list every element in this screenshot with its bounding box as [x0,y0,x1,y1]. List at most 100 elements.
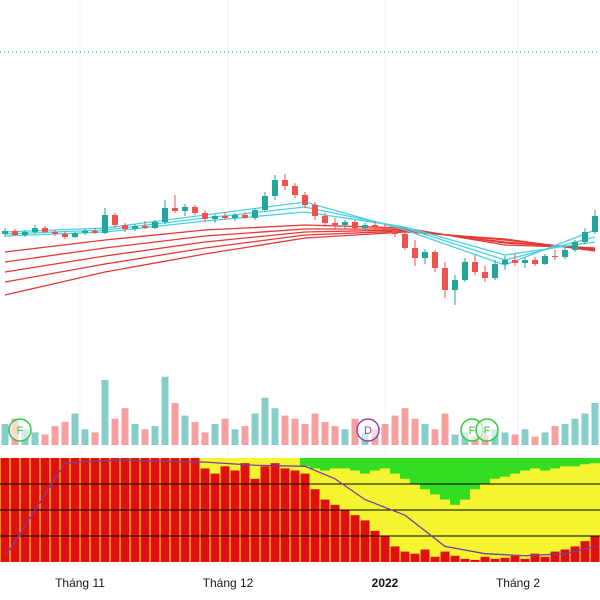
indicator-low-bar [280,468,290,562]
indicator-high-bar [330,458,340,469]
indicator-low-bar [350,515,360,562]
indicator-high-bar [440,458,450,500]
candle-body [582,232,588,242]
indicator-low-bar [580,541,590,562]
volume-bar [271,408,279,445]
candle-body [332,223,338,225]
volume-bar [531,436,539,445]
indicator-line [4,459,596,558]
candle-body [552,256,558,257]
volume-bar [561,424,569,445]
volume-bar [311,413,319,445]
volume-bar [301,424,309,445]
volume-bar [91,432,99,445]
indicator-low-bar [550,551,560,562]
volume-bar [31,432,39,445]
volume-bar [331,426,339,445]
candle-body [102,215,108,233]
indicator-low-bar [560,549,570,562]
indicator-high-bar [370,458,380,471]
candle-body [162,208,168,222]
candle-body [302,195,308,205]
volume-bar [1,424,9,445]
candle-body [122,225,128,229]
indicator-high-bar [380,458,390,469]
indicator-low-bar [400,551,410,562]
candle-body [22,232,28,235]
candle-body [502,260,508,264]
candle-body [202,213,208,219]
volume-bar [211,424,219,445]
candle-body [532,260,538,264]
candle-body [312,205,318,216]
moving-average [4,229,596,273]
volume-bar [51,426,59,445]
indicator-low-bar [220,466,230,562]
candle-body [292,186,298,195]
marker-label: F [17,425,24,437]
moving-average [4,224,596,253]
candle-body [92,231,98,233]
indicator-low-bar [470,559,480,562]
volume-bar [101,379,109,445]
volume-bar [191,421,199,445]
indicator-high-bar [500,458,510,477]
indicator-high-bar [400,458,410,479]
volume-bar [571,418,579,445]
x-tick-label: Tháng 12 [203,576,254,590]
indicator-low-bar [210,473,220,562]
candle-body [272,180,278,196]
indicator-low-bar [290,470,300,562]
moving-average [4,201,596,266]
indicator-low-bar [440,551,450,562]
indicator-low-bar [300,473,310,562]
indicator-high-bar [430,458,440,495]
indicator-high-bar [450,458,460,505]
marker [475,418,499,442]
indicator-low-bar [270,463,280,562]
candle-body [592,216,598,232]
volume-bar [451,434,459,445]
indicator-high-bar [550,458,560,469]
candle-body [472,262,478,272]
volume-bar [121,408,129,445]
indicator-low-bar [380,536,390,562]
indicator-low-bar [480,556,490,562]
indicator-high-bar [570,458,580,467]
candle-body [32,228,38,232]
volume-bar [71,413,79,445]
indicator-low-bar [540,556,550,562]
volume-bar [221,418,229,445]
indicator-low-bar [230,470,240,562]
volume-bar [41,434,49,445]
indicator-low-bar [420,549,430,562]
candle-body [522,260,528,263]
moving-average [4,228,596,263]
indicator-low-bar [240,463,250,562]
marker-label: F [469,425,476,437]
indicator-low-bar [310,489,320,562]
volume-bar [131,424,139,445]
indicator-high-bar [350,458,360,471]
volume-bar [421,424,429,445]
candle-body [342,222,348,225]
volume-bar [521,429,529,445]
candle-body [402,234,408,248]
candle-body [372,225,378,227]
indicator-low-bar [260,466,270,562]
indicator-high-bar [510,458,520,474]
indicator-high-bar [530,458,540,469]
indicator-low-bar [250,478,260,562]
candle-body [12,231,18,235]
candle-body [252,210,258,218]
indicator-low-bar [430,556,440,562]
volume-bar [341,429,349,445]
indicator-low-bar [320,499,330,562]
indicator-high-bar [490,458,500,479]
volume-bar [251,413,259,445]
volume-bar [391,415,399,445]
volume-bar [511,434,519,445]
marker [356,418,380,442]
candle-body [212,216,218,219]
moving-average [4,206,596,261]
